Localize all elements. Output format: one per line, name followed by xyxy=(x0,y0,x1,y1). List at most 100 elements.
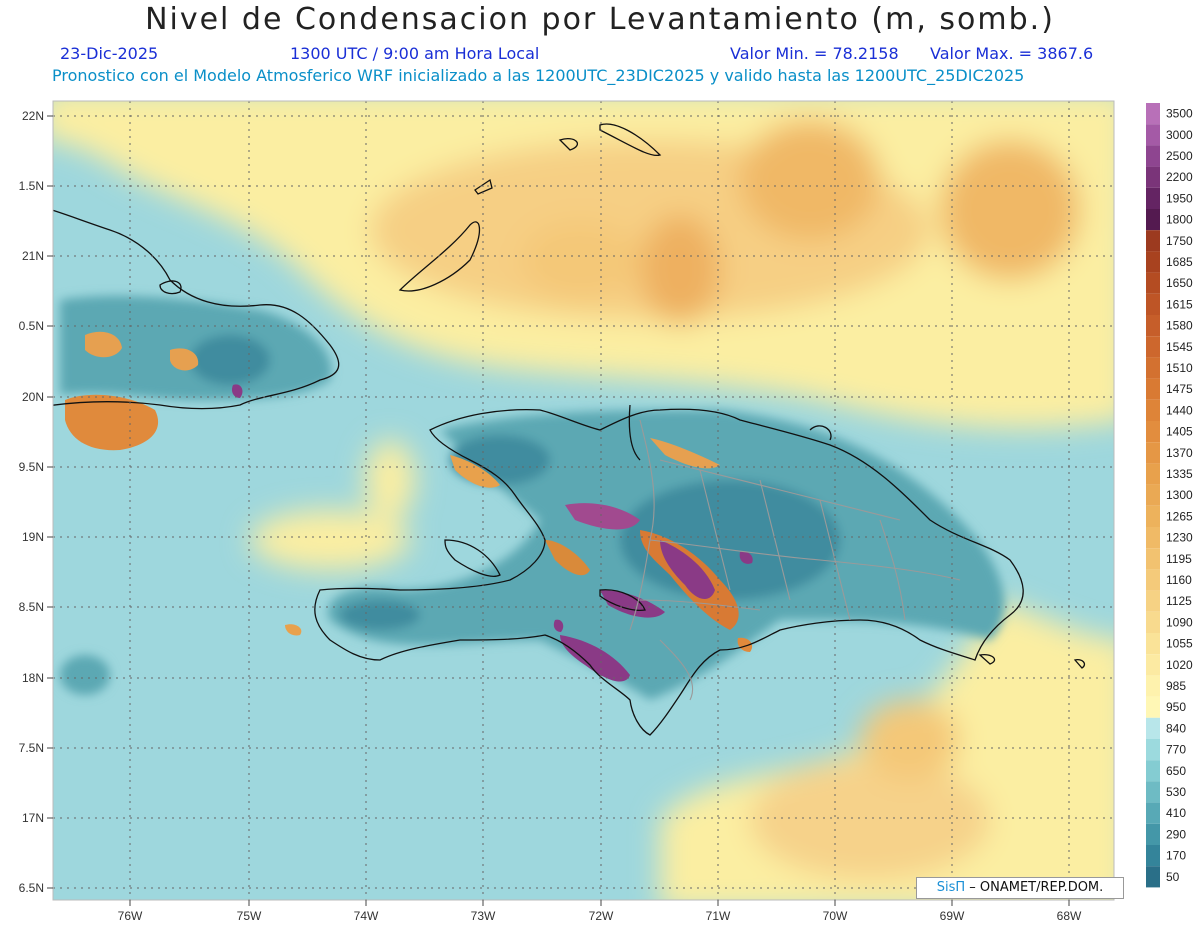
legend-label: 3000 xyxy=(1166,128,1193,142)
legend-swatch xyxy=(1146,590,1160,612)
legend-swatch xyxy=(1146,505,1160,527)
legend-swatch xyxy=(1146,633,1160,655)
legend-label: 50 xyxy=(1166,870,1180,884)
legend-label: 840 xyxy=(1166,721,1186,735)
legend-label: 530 xyxy=(1166,785,1186,799)
legend-swatch xyxy=(1146,187,1160,209)
legend-label: 1440 xyxy=(1166,403,1193,417)
legend-swatch xyxy=(1146,463,1160,485)
legend-swatch xyxy=(1146,717,1160,739)
legend-label: 1195 xyxy=(1166,552,1192,566)
legend-label: 1230 xyxy=(1166,531,1193,545)
legend-swatch xyxy=(1146,357,1160,379)
legend-swatch xyxy=(1146,272,1160,294)
legend-label: 3500 xyxy=(1166,107,1193,121)
legend-label: 290 xyxy=(1166,827,1186,841)
lon-label: 71W xyxy=(706,909,731,923)
legend-swatch xyxy=(1146,399,1160,421)
legend-label: 1800 xyxy=(1166,213,1193,227)
map-title: Nivel de Condensacion por Levantamiento … xyxy=(145,2,1055,37)
legend-label: 1615 xyxy=(1166,297,1193,311)
legend-label: 1125 xyxy=(1166,594,1192,608)
lon-label: 75W xyxy=(237,909,262,923)
legend-swatch xyxy=(1146,611,1160,633)
legend-label: 1160 xyxy=(1166,573,1192,587)
province-borders xyxy=(629,419,961,701)
legend-label: 2500 xyxy=(1166,149,1193,163)
legend-label: 1510 xyxy=(1166,361,1193,375)
credit-text: – ONAMET/REP.DOM. xyxy=(969,880,1104,895)
legend-label: 1545 xyxy=(1166,340,1193,354)
legend-label: 1265 xyxy=(1166,509,1193,523)
high-lcl-cells xyxy=(65,331,753,682)
lon-label: 73W xyxy=(471,909,496,923)
legend-swatch xyxy=(1146,696,1160,718)
legend-label: 1370 xyxy=(1166,446,1193,460)
graticule xyxy=(53,101,1114,900)
legend-swatch xyxy=(1146,421,1160,443)
legend-swatch xyxy=(1146,103,1160,125)
legend-label: 1950 xyxy=(1166,191,1193,205)
legend-label: 1475 xyxy=(1166,382,1193,396)
legend-swatch xyxy=(1146,802,1160,824)
lon-label: 72W xyxy=(589,909,614,923)
legend-label: 985 xyxy=(1166,679,1186,693)
coastlines xyxy=(53,123,1086,736)
legend-swatch xyxy=(1146,442,1160,464)
axis-ticks xyxy=(47,115,1070,906)
lat-label: 7.5N xyxy=(19,741,44,755)
legend-label: 1580 xyxy=(1166,319,1193,333)
legend-label: 2200 xyxy=(1166,170,1193,184)
lon-label: 76W xyxy=(118,909,143,923)
legend-label: 1020 xyxy=(1166,658,1193,672)
legend-label: 1300 xyxy=(1166,488,1193,502)
legend-label: 1650 xyxy=(1166,276,1193,290)
lat-label: 18N xyxy=(22,671,44,685)
legend-swatch xyxy=(1146,315,1160,337)
lon-label: 74W xyxy=(354,909,379,923)
legend-swatch xyxy=(1146,823,1160,845)
lat-label: 22N xyxy=(22,109,44,123)
legend-label: 1335 xyxy=(1166,467,1193,481)
legend-swatch xyxy=(1146,251,1160,273)
lat-label: 19N xyxy=(22,530,44,544)
legend-label: 1405 xyxy=(1166,425,1193,439)
legend-swatch xyxy=(1146,781,1160,803)
sispi-logo: SisΠ xyxy=(936,880,966,895)
forecast-subtitle: Pronostico con el Modelo Atmosferico WRF… xyxy=(52,66,1025,85)
legend-swatch xyxy=(1146,124,1160,146)
min-value: Valor Min. = 78.2158 xyxy=(730,44,899,63)
legend-swatch xyxy=(1146,569,1160,591)
legend-swatch xyxy=(1146,866,1160,888)
legend-label: 1055 xyxy=(1166,637,1193,651)
field-layer xyxy=(53,101,1114,900)
legend-swatch xyxy=(1146,336,1160,358)
color-legend: 3500 3000 2500 2200 1950 1800 1750 1685 1650 1615… xyxy=(1146,103,1193,888)
legend-swatch xyxy=(1146,654,1160,676)
max-value: Valor Max. = 3867.6 xyxy=(930,44,1094,63)
legend-label: 1090 xyxy=(1166,615,1193,629)
legend-label: 1685 xyxy=(1166,255,1193,269)
legend-swatch xyxy=(1146,548,1160,570)
credit-box: SisΠ – ONAMET/REP.DOM. xyxy=(916,877,1124,899)
lon-label: 70W xyxy=(823,909,848,923)
lat-label: 0.5N xyxy=(19,319,44,333)
legend-label: 1750 xyxy=(1166,234,1193,248)
legend-label: 410 xyxy=(1166,806,1186,820)
legend-label: 770 xyxy=(1166,743,1186,757)
lat-label: 1.5N xyxy=(19,179,44,193)
legend-label: 650 xyxy=(1166,764,1186,778)
legend-swatch xyxy=(1146,739,1160,761)
forecast-time: 1300 UTC / 9:00 am Hora Local xyxy=(290,44,540,63)
legend-swatch xyxy=(1146,209,1160,231)
lat-label: 6.5N xyxy=(19,881,44,895)
legend-swatch xyxy=(1146,166,1160,188)
legend-label: 170 xyxy=(1166,849,1186,863)
legend-swatch xyxy=(1146,845,1160,867)
lat-label: 21N xyxy=(22,249,44,263)
lon-label: 69W xyxy=(940,909,965,923)
legend-swatch xyxy=(1146,527,1160,549)
legend-label: 950 xyxy=(1166,700,1186,714)
lat-label: 20N xyxy=(22,390,44,404)
